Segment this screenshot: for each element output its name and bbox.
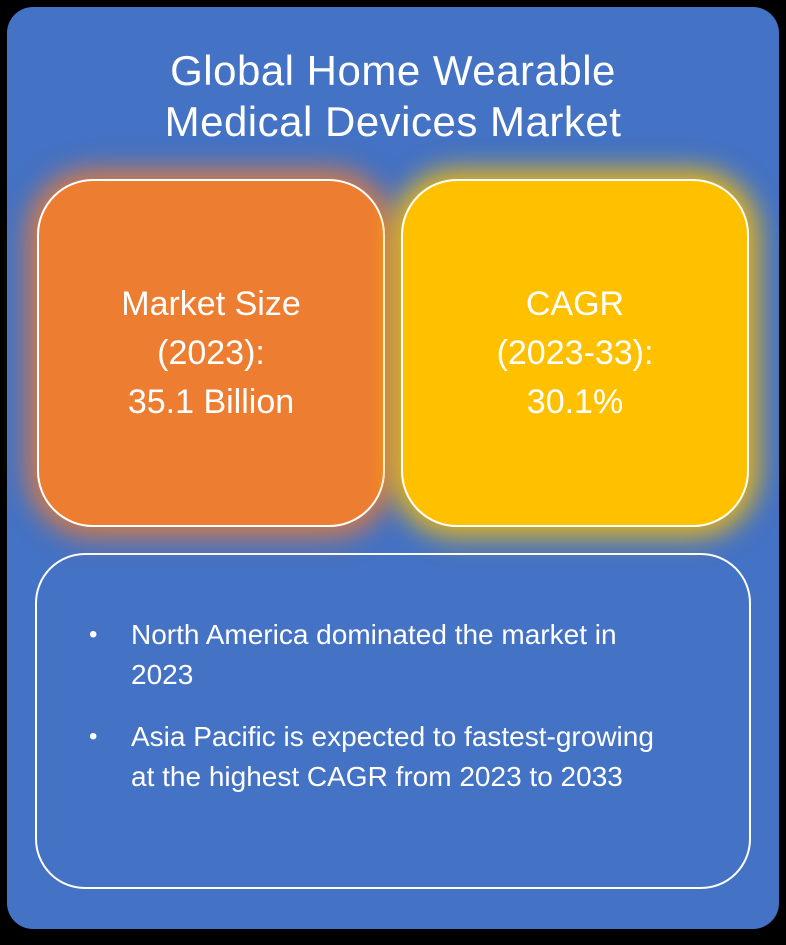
- cagr-card: CAGR (2023-33): 30.1%: [401, 179, 749, 528]
- cagr-value: 30.1%: [526, 383, 624, 422]
- market-size-card: Market Size (2023): 35.1 Billion: [37, 179, 385, 528]
- market-size-value: 35.1 Billion: [127, 383, 295, 422]
- page-title-line-1: Global Home Wearable: [170, 47, 616, 94]
- market-size-label-line-1: Market Size: [121, 284, 301, 323]
- page-title: Global Home Wearable Medical Devices Mar…: [7, 45, 779, 147]
- market-size-label-line-2: (2023):: [157, 333, 265, 372]
- cagr-label-line-2: (2023-33):: [496, 333, 654, 372]
- page-title-line-2: Medical Devices Market: [164, 98, 622, 146]
- notes-panel: • North America dominated the market in …: [35, 553, 751, 890]
- bullet-item: • Asia Pacific is expected to fastest-gr…: [89, 717, 697, 797]
- bullet-marker: •: [89, 722, 98, 750]
- stat-cards-row: Market Size (2023): 35.1 Billion CAGR (2…: [7, 179, 779, 528]
- bullet-item: • North America dominated the market in …: [89, 615, 697, 695]
- cagr-label-line-1: CAGR: [525, 284, 625, 323]
- slide-background: Global Home Wearable Medical Devices Mar…: [7, 7, 779, 929]
- bullet-marker: •: [89, 621, 98, 649]
- bullet-text-asia-pacific: Asia Pacific is expected to fastest-grow…: [131, 720, 654, 792]
- bullet-text-north-america: North America dominated the market in 20…: [131, 619, 617, 691]
